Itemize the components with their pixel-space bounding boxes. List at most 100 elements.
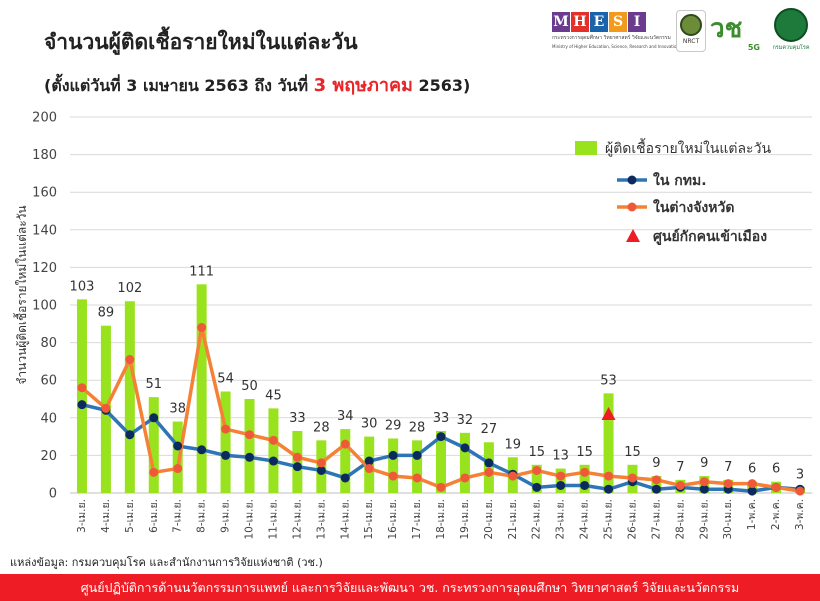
x-tick-label: 29-เม.ย. (698, 499, 710, 540)
y-tick-label: 20 (40, 449, 57, 464)
series-point (173, 464, 183, 474)
bar-value-label: 13 (552, 449, 569, 464)
series-point (221, 450, 231, 460)
bar-value-label: 15 (576, 445, 593, 460)
bar-value-label: 38 (169, 402, 186, 417)
bar-value-label: 33 (433, 411, 450, 426)
legend-label: ผู้ติดเชื้อรายใหม่ในแต่ละวัน (605, 138, 771, 157)
vor-chor-label: วช (710, 14, 743, 44)
page-title: จำนวนผู้ติดเชื้อรายใหม่ในแต่ละวัน (44, 30, 358, 54)
series-point (77, 400, 87, 410)
bar-value-label: 51 (146, 377, 163, 392)
x-tick-label: 30-เม.ย. (722, 499, 734, 540)
bar (603, 393, 614, 493)
bar (220, 391, 231, 493)
legend-label: ในต่างจังหวัด (653, 198, 734, 216)
x-tick-label: 18-เม.ย. (435, 499, 447, 540)
nrct-label: NRCT (682, 38, 700, 45)
series-point (173, 441, 183, 451)
series-point (651, 475, 661, 485)
bar-value-label: 19 (505, 437, 522, 452)
series-point (197, 445, 207, 455)
series-point (125, 355, 135, 365)
x-tick-label: 28-เม.ย. (674, 499, 686, 540)
legend-label: ศูนย์กักคนเข้าเมือง (653, 228, 767, 245)
bar-value-label: 7 (724, 460, 732, 475)
bar-value-label: 54 (217, 371, 234, 386)
series-point (125, 430, 135, 440)
x-tick-label: 5-เม.ย. (124, 499, 136, 533)
page-subtitle: (ตั้งแต่วันที่ 3 เมษายน 2563 ถึง วันที่ … (44, 70, 470, 99)
bar (388, 438, 399, 493)
series-point (460, 473, 470, 483)
series-point (532, 482, 542, 492)
x-tick-label: 23-เม.ย. (555, 499, 567, 540)
bar (196, 284, 207, 493)
fiveg-label: 5G (747, 43, 760, 52)
series-point (556, 471, 566, 481)
ddc-label: กรมควบคุมโรค (772, 45, 810, 51)
bar (76, 299, 87, 493)
x-tick-label: 20-เม.ย. (483, 499, 495, 540)
bar (268, 408, 279, 493)
nrct-logo: NRCT (676, 10, 706, 52)
series-point (460, 443, 470, 453)
series-point (412, 450, 422, 460)
legend: ผู้ติดเชื้อรายใหม่ในแต่ละวันใน กทม. ในต่า… (575, 138, 771, 245)
bar (172, 421, 183, 493)
series-point (316, 465, 326, 475)
bar-value-label: 9 (700, 456, 708, 471)
line-markers (77, 323, 805, 496)
bar-value-label: 9 (652, 456, 660, 471)
ddc-logo: กรมควบคุมโรค (770, 8, 812, 54)
bar-value-label: 27 (481, 422, 498, 437)
detention-marker (601, 407, 616, 421)
bar-value-label: 102 (117, 281, 142, 296)
series-point (340, 439, 350, 449)
series-point (268, 435, 278, 445)
subtitle-post: 2563) (412, 76, 471, 95)
series-point (149, 413, 159, 423)
series-point (651, 484, 661, 494)
series-point (221, 424, 231, 434)
series-point (508, 471, 518, 481)
series-point (604, 484, 614, 494)
y-tick-label: 0 (49, 487, 57, 502)
x-tick-label: 16-เม.ย. (387, 499, 399, 540)
legend-swatch (626, 229, 640, 242)
bar-value-label: 45 (265, 388, 282, 403)
series-point (699, 477, 709, 487)
series-point (484, 458, 494, 468)
x-tick-label: 3-เม.ย. (76, 499, 88, 533)
mhesi-letter: S (609, 12, 627, 32)
x-tick-label: 1-พ.ค. (746, 499, 758, 530)
bar-series (76, 284, 806, 493)
bar-value-label: 89 (98, 306, 115, 321)
x-tick-label: 17-เม.ย. (411, 499, 423, 540)
y-tick-label: 80 (40, 336, 57, 351)
series-point (245, 430, 255, 440)
y-tick-label: 100 (32, 299, 57, 314)
series-point (292, 462, 302, 472)
x-tick-label: 8-เม.ย. (196, 499, 208, 533)
series-point (747, 479, 757, 489)
bar (531, 464, 542, 493)
mhesi-letter: M (552, 12, 570, 32)
bar-value-label: 28 (409, 420, 426, 435)
legend-swatch-marker (627, 202, 637, 212)
x-axis: 3-เม.ย. 4-เม.ย. 5-เม.ย. 6-เม.ย. 7-เม.ย. 8-เม.… (76, 499, 806, 540)
y-axis: 0 20 40 60 80 100 120 140 160 180 200 จำนวนผู้ติดเช… (13, 111, 57, 502)
vor-chor-5g-logo: วช 5G (710, 12, 762, 52)
x-tick-label: 3-พ.ค. (794, 499, 806, 530)
bar-value-label: 28 (313, 420, 330, 435)
series-point (580, 467, 590, 477)
series-point (388, 450, 398, 460)
bar-value-label: 7 (676, 460, 684, 475)
x-tick-label: 26-เม.ย. (626, 499, 638, 540)
series-point (245, 452, 255, 462)
series-point (675, 480, 685, 490)
series-point (699, 484, 709, 494)
series-point (268, 456, 278, 466)
